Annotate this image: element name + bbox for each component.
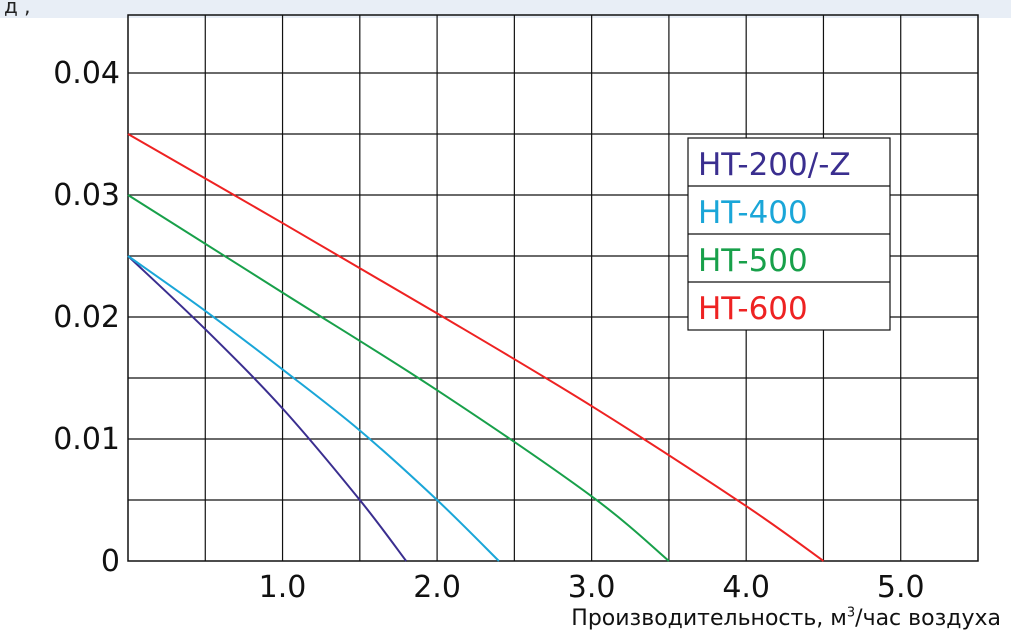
y-tick-label: 0.02 xyxy=(53,300,120,335)
chart-legend: HT-200/-Z HT-400 HT-500 HT-600 xyxy=(687,137,891,331)
x-axis-label: Производительность, м3/час воздуха xyxy=(571,606,1001,631)
x-tick-labels: 1.0 2.0 3.0 4.0 5.0 xyxy=(259,570,925,605)
legend-entry: HT-200/-Z xyxy=(698,147,851,183)
chart-series xyxy=(127,133,825,562)
x-axis-label-suffix: /час воздуха xyxy=(855,606,1001,631)
legend-entry: HT-500 xyxy=(698,243,808,279)
top-banner: д , xyxy=(0,0,1011,18)
x-tick-label: 4.0 xyxy=(722,570,770,605)
x-axis-label-superscript: 3 xyxy=(846,605,856,621)
clipped-header-text: д , xyxy=(4,0,31,18)
series-line-ht-200-z xyxy=(127,255,407,562)
legend-entry: HT-600 xyxy=(698,291,808,327)
x-tick-label: 1.0 xyxy=(259,570,307,605)
y-tick-label: 0 xyxy=(101,544,120,579)
x-axis-label-prefix: Производительность, м xyxy=(571,606,847,631)
y-tick-label: 0.04 xyxy=(53,56,120,91)
x-tick-label: 3.0 xyxy=(568,570,616,605)
legend-entry: HT-400 xyxy=(698,195,808,231)
x-tick-label: 2.0 xyxy=(413,570,461,605)
x-tick-label: 5.0 xyxy=(877,570,925,605)
series-line-ht-500 xyxy=(127,194,670,562)
y-tick-labels: 0 0.01 0.02 0.03 0.04 xyxy=(53,56,120,579)
y-tick-label: 0.03 xyxy=(53,178,120,213)
chart-grid xyxy=(127,14,979,562)
series-line-ht-400 xyxy=(127,255,500,562)
y-tick-label: 0.01 xyxy=(53,422,120,457)
plot-frame xyxy=(127,14,979,562)
series-line-ht-600 xyxy=(127,133,825,562)
